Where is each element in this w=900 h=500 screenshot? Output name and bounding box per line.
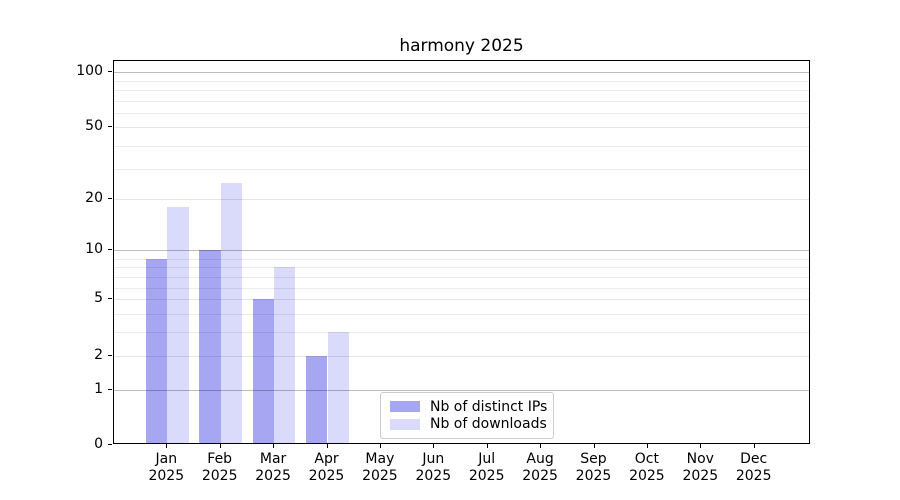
y-tick-mark-10 <box>108 249 112 251</box>
bar-distinct-ips-mar <box>252 298 275 443</box>
y-tick-label-0: 0 <box>94 436 103 452</box>
x-tick-label-may: May 2025 <box>362 451 398 484</box>
plot-area: Nb of distinct IPs Nb of downloads <box>113 60 810 444</box>
x-tick-label-jun: Jun 2025 <box>415 451 452 484</box>
x-tick-label-apr: Apr 2025 <box>308 451 345 484</box>
bar-downloads-mar <box>274 267 296 443</box>
x-tick-mark-9 <box>646 444 648 448</box>
x-tick-label-feb: Feb 2025 <box>201 451 238 484</box>
x-tick-label-jan: Jan 2025 <box>148 451 185 484</box>
x-tick-label-nov: Nov 2025 <box>682 451 719 484</box>
legend-swatch-downloads <box>390 418 420 430</box>
bar-downloads-feb <box>220 182 243 443</box>
bar-distinct-ips-jan <box>145 258 168 443</box>
x-tick-mark-1 <box>219 444 221 448</box>
y-tick-mark-0 <box>108 444 112 445</box>
x-tick-mark-11 <box>753 444 755 448</box>
x-tick-label-oct: Oct 2025 <box>629 451 665 484</box>
y-tick-label-5: 5 <box>94 289 103 306</box>
y-tick-label-20: 20 <box>85 190 103 207</box>
y-tick-label-10: 10 <box>85 241 103 258</box>
legend-label-downloads: Nb of downloads <box>430 416 547 433</box>
x-tick-mark-7 <box>540 444 542 448</box>
legend: Nb of distinct IPs Nb of downloads <box>380 392 554 439</box>
y-tick-label-1: 1 <box>94 381 103 398</box>
y-tick-label-100: 100 <box>76 63 103 79</box>
x-tick-label-dec: Dec 2025 <box>735 451 772 484</box>
y-tick-label-50: 50 <box>85 117 103 134</box>
legend-swatch-distinct-ips <box>390 401 420 413</box>
x-tick-label-jul: Jul 2025 <box>468 451 505 484</box>
legend-row-0: Nb of distinct IPs <box>390 398 548 415</box>
y-tick-mark-50 <box>108 125 112 127</box>
legend-label-distinct-ips: Nb of distinct IPs <box>430 398 548 415</box>
x-tick-mark-3 <box>326 444 328 448</box>
bar-downloads-apr <box>327 332 349 443</box>
y-tick-mark-2 <box>108 355 112 357</box>
x-tick-mark-2 <box>273 444 275 448</box>
y-tick-mark-100 <box>108 71 112 72</box>
x-tick-mark-4 <box>379 444 381 448</box>
x-tick-label-sep: Sep 2025 <box>575 451 612 484</box>
bar-downloads-jan <box>167 207 189 443</box>
bars-layer <box>114 61 809 443</box>
legend-row-1: Nb of downloads <box>390 416 547 433</box>
y-tick-mark-1 <box>108 389 112 391</box>
x-tick-mark-5 <box>433 444 435 448</box>
x-tick-mark-8 <box>593 444 595 448</box>
bar-distinct-ips-apr <box>306 356 328 443</box>
y-tick-label-2: 2 <box>94 347 103 364</box>
x-tick-mark-0 <box>166 444 168 448</box>
chart-title: harmony 2025 <box>399 36 524 56</box>
x-tick-label-mar: Mar 2025 <box>255 451 291 484</box>
x-tick-mark-6 <box>486 444 488 448</box>
y-tick-mark-5 <box>108 297 112 299</box>
y-tick-mark-20 <box>108 198 112 200</box>
bar-distinct-ips-feb <box>199 250 221 443</box>
x-tick-mark-10 <box>700 444 702 448</box>
x-tick-label-aug: Aug 2025 <box>522 451 558 484</box>
